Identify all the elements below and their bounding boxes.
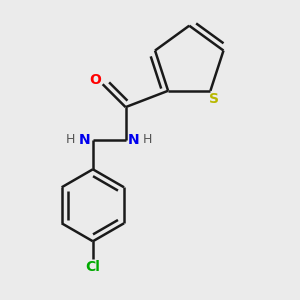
Text: O: O (89, 73, 101, 87)
Text: Cl: Cl (85, 260, 100, 274)
Text: H: H (143, 134, 152, 146)
Text: N: N (128, 133, 140, 147)
Text: N: N (79, 133, 91, 147)
Text: H: H (66, 134, 75, 146)
Text: S: S (209, 92, 219, 106)
